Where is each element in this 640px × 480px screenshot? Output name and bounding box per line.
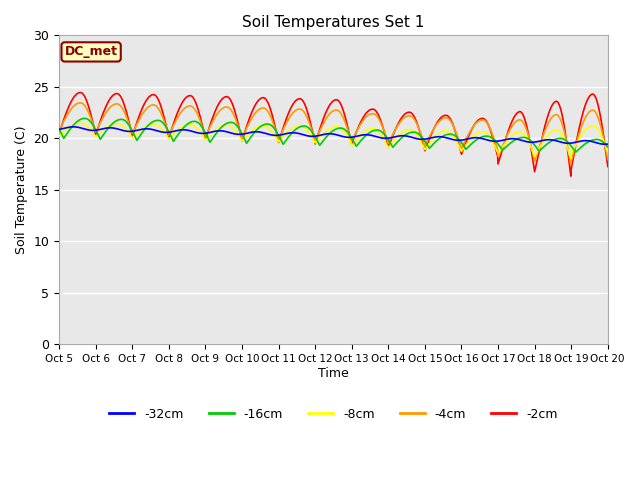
Title: Soil Temperatures Set 1: Soil Temperatures Set 1 xyxy=(243,15,424,30)
X-axis label: Time: Time xyxy=(318,367,349,380)
Text: DC_met: DC_met xyxy=(65,46,118,59)
Legend: -32cm, -16cm, -8cm, -4cm, -2cm: -32cm, -16cm, -8cm, -4cm, -2cm xyxy=(104,403,563,426)
Y-axis label: Soil Temperature (C): Soil Temperature (C) xyxy=(15,125,28,254)
